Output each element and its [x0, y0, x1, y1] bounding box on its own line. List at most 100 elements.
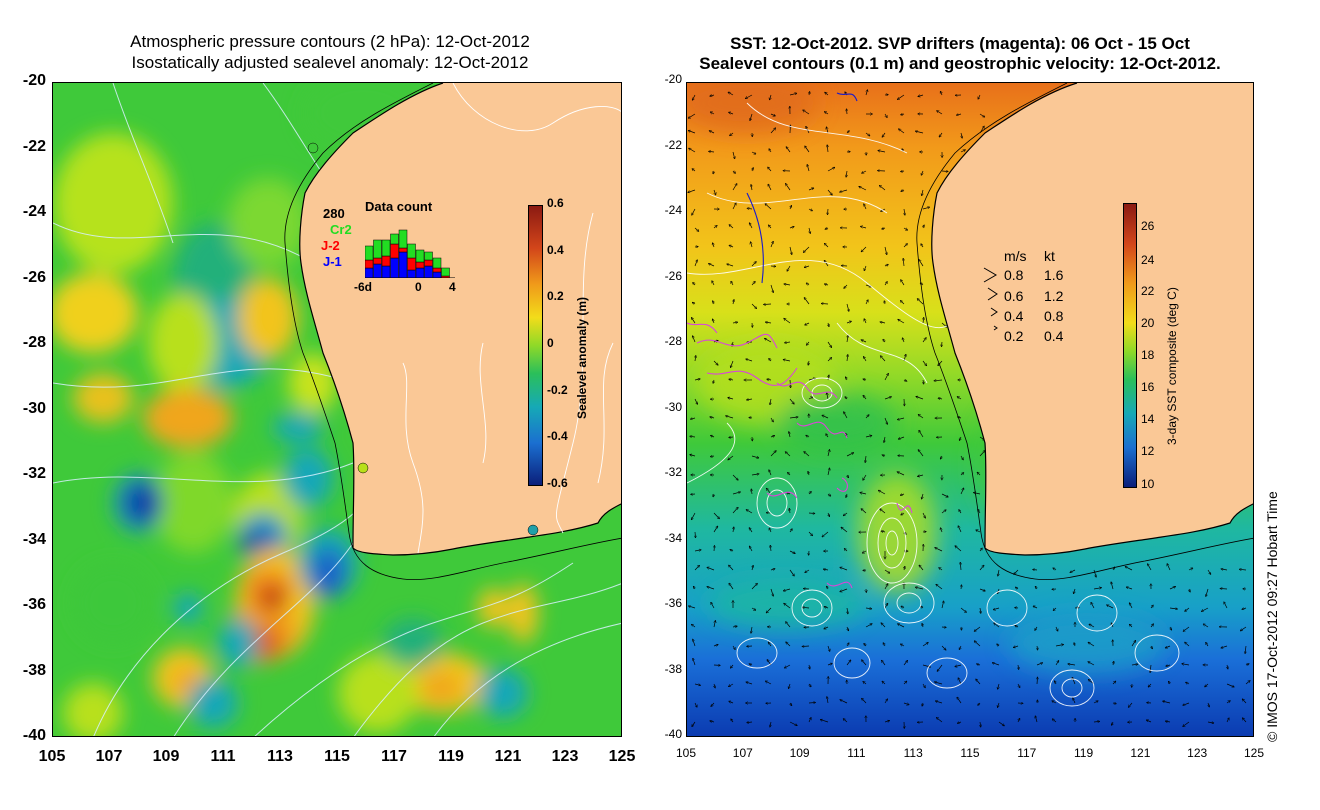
data-count-bar — [424, 251, 433, 261]
sst-tick-5: 16 — [1141, 380, 1155, 394]
right-ytick-6: -32 — [664, 465, 682, 479]
series-j1: J-1 — [323, 254, 342, 269]
data-count-xtick-end: 4 — [449, 280, 456, 294]
data-count-inset: 280 Data count Cr2 J-2 J-1 -6d 0 4 — [313, 198, 473, 298]
data-count-bar — [432, 257, 442, 269]
left-ytick-5: -30 — [22, 399, 46, 417]
right-ytick-8: -36 — [664, 596, 682, 610]
data-count-xtick-start: -6d — [354, 280, 372, 294]
left-ytick-10: -40 — [22, 727, 46, 744]
left-xtick-9: 123 — [551, 748, 579, 765]
data-count-bar — [373, 257, 382, 265]
sealevel-anomaly-map[interactable]: 280 Data count Cr2 J-2 J-1 -6d 0 4 0.6 0… — [52, 82, 622, 737]
left-xtick-8: 121 — [494, 748, 522, 765]
sst-tick-3: 20 — [1141, 316, 1155, 330]
data-count-bar — [441, 267, 450, 277]
coastline — [299, 83, 621, 556]
legend-ms-2: 0.4 — [1004, 308, 1024, 324]
data-count-bar — [424, 265, 433, 278]
data-count-bar — [398, 229, 408, 249]
data-count-max: 280 — [323, 206, 345, 221]
data-count-bar — [390, 257, 399, 278]
sl-tick-0: 0.6 — [547, 196, 564, 210]
right-ytick-5: -30 — [664, 399, 682, 414]
right-ytick-10: -40 — [664, 727, 682, 741]
data-count-bar — [398, 247, 408, 253]
data-count-bar — [415, 267, 425, 278]
right-ytick-1: -22 — [664, 137, 682, 152]
left-ytick-3: -26 — [22, 268, 46, 286]
left-xtick-3: 111 — [210, 748, 236, 765]
data-count-bar — [373, 263, 382, 278]
right-xtick-7: 119 — [1074, 746, 1094, 760]
sealevel-colorbar — [528, 205, 543, 486]
data-count-bar — [365, 267, 374, 278]
left-xtick-6: 117 — [381, 748, 407, 765]
right-xtick-3: 111 — [847, 746, 866, 760]
data-count-bar — [432, 267, 442, 273]
left-title-line2: Isostatically adjusted sealevel anomaly:… — [131, 53, 529, 72]
sst-tick-2: 22 — [1141, 284, 1155, 298]
legend-ms-0: 0.8 — [1004, 267, 1024, 283]
data-count-bar — [432, 271, 442, 278]
data-count-bar — [365, 245, 374, 261]
coastline-right — [931, 83, 1253, 556]
left-ytick-9: -38 — [22, 661, 46, 679]
sst-colorbar — [1123, 203, 1137, 488]
data-count-bars — [365, 229, 455, 278]
data-count-bar — [390, 243, 399, 259]
shelf-edge-right — [916, 83, 1253, 581]
australia-land-right — [931, 83, 1253, 555]
right-ytick-2: -24 — [664, 203, 682, 217]
left-xtick-5: 115 — [324, 748, 350, 765]
sst-tick-6: 14 — [1141, 412, 1155, 426]
legend-arrows — [983, 267, 998, 331]
right-ytick-0: -20 — [664, 72, 682, 86]
data-count-bar — [407, 269, 416, 278]
right-xtick-10: 125 — [1243, 746, 1265, 760]
data-count-title: Data count — [365, 199, 433, 214]
left-ytick-6: -32 — [22, 465, 46, 482]
legend-kt-0: 1.6 — [1044, 267, 1064, 283]
sl-tick-6: -0.6 — [547, 476, 568, 490]
right-xtick-9: 123 — [1187, 746, 1208, 760]
left-title-line1: Atmospheric pressure contours (2 hPa): 1… — [130, 32, 530, 51]
sl-colorbar-title: Sealevel anomaly (m) — [575, 296, 589, 419]
left-ytick-8: -36 — [22, 596, 46, 613]
data-count-bar — [381, 255, 391, 267]
velocity-arrows — [688, 90, 1250, 729]
left-ytick-7: -34 — [22, 530, 46, 548]
drifter-tracks — [687, 322, 913, 589]
legend-header-kt: kt — [1044, 248, 1055, 264]
right-xtick-8: 121 — [1130, 746, 1151, 760]
right-ytick-7: -34 — [664, 530, 682, 545]
left-ytick-1: -22 — [22, 137, 46, 155]
left-xtick-7: 119 — [438, 748, 464, 765]
sst-tick-8: 10 — [1141, 477, 1155, 491]
right-xtick-5: 115 — [960, 746, 980, 760]
legend-ms-3: 0.2 — [1004, 328, 1024, 344]
sl-tick-3: 0 — [547, 336, 554, 350]
sl-tick-4: -0.2 — [547, 383, 568, 397]
data-count-bar — [415, 261, 425, 269]
right-xtick-6: 117 — [1017, 746, 1037, 760]
shelf-edge — [284, 83, 621, 581]
sl-tick-1: 0.4 — [547, 243, 564, 257]
legend-kt-3: 0.4 — [1044, 328, 1064, 344]
legend-kt-1: 1.2 — [1044, 288, 1064, 304]
left-xtick-2: 109 — [152, 748, 180, 765]
right-title-line1: SST: 12-Oct-2012. SVP drifters (magenta)… — [730, 34, 1190, 53]
data-count-bar — [373, 239, 382, 259]
right-ytick-9: -38 — [664, 661, 682, 676]
data-count-bar — [365, 259, 374, 269]
legend-ms-1: 0.6 — [1004, 288, 1024, 304]
sst-map[interactable]: m/s kt 0.8 1.6 0.6 1.2 0.4 0.8 0.2 0.4 2… — [686, 82, 1254, 737]
right-xtick-1: 107 — [732, 746, 753, 760]
data-count-bar — [381, 239, 391, 257]
right-xtick-0: 105 — [675, 746, 697, 760]
legend-header-ms: m/s — [1004, 248, 1027, 264]
sl-tick-2: 0.2 — [547, 289, 564, 303]
data-count-bar — [381, 265, 391, 278]
left-xtick-0: 105 — [38, 748, 66, 765]
right-xtick-4: 113 — [903, 746, 923, 760]
